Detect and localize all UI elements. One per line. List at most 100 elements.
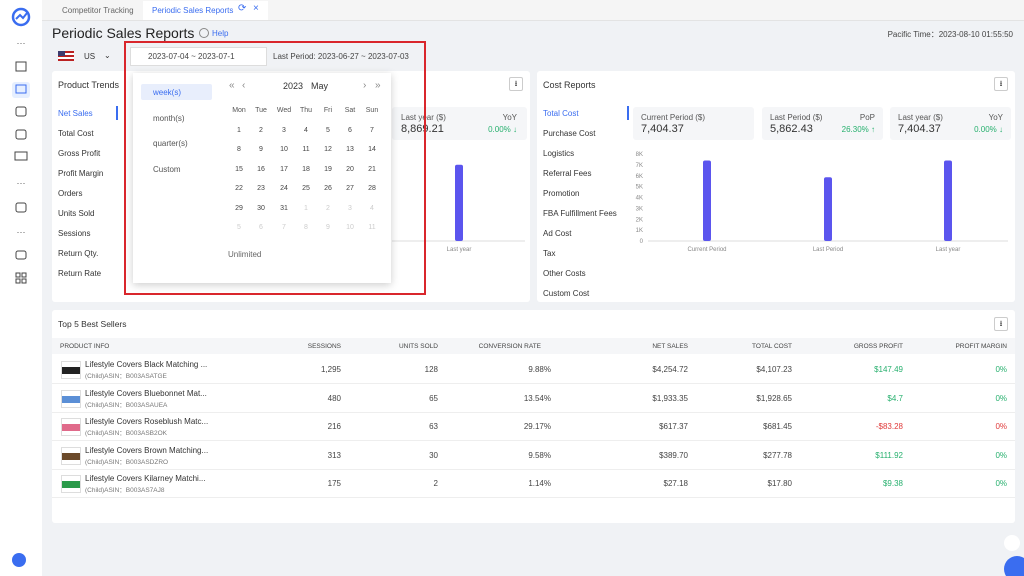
day[interactable]: 31 — [280, 204, 288, 212]
day[interactable]: 4 — [304, 127, 308, 134]
day[interactable]: 7 — [282, 224, 286, 231]
day[interactable]: 1 — [237, 127, 241, 134]
cost-item[interactable]: Referral Fees — [543, 169, 592, 178]
day[interactable]: 14 — [368, 146, 376, 154]
product-name[interactable]: Lifestyle Covers Bluebonnet Mat... — [85, 388, 207, 398]
tab-bar — [42, 0, 1024, 21]
day[interactable]: 28 — [368, 185, 376, 193]
support-button[interactable] — [1004, 535, 1020, 551]
cost-item[interactable]: Purchase Cost — [543, 129, 596, 138]
metric-item[interactable]: Gross Profit — [58, 149, 101, 158]
highlight-box — [124, 41, 426, 295]
metric-item[interactable]: Orders — [58, 189, 83, 198]
date-range[interactable]: 2023-07-04 ~ 2023-07-1 — [148, 52, 235, 61]
help-link[interactable]: Help — [212, 29, 229, 38]
day[interactable]: 5 — [326, 127, 330, 134]
prev-month[interactable]: ‹ — [242, 80, 246, 91]
cost-item[interactable]: Tax — [543, 249, 556, 258]
period-unit[interactable]: week(s) — [153, 88, 182, 97]
day[interactable]: 10 — [280, 146, 288, 154]
day[interactable]: 12 — [324, 146, 332, 154]
metric-item[interactable]: Units Sold — [58, 209, 95, 218]
cost-item[interactable]: Other Costs — [543, 269, 586, 278]
product-name[interactable]: Lifestyle Covers Black Matching ... — [85, 360, 208, 369]
day[interactable]: 30 — [257, 204, 265, 212]
country-select[interactable]: US — [84, 52, 96, 61]
date-range-input[interactable] — [130, 47, 267, 66]
period-unit[interactable]: month(s) — [153, 113, 185, 123]
day[interactable]: 25 — [302, 185, 310, 193]
day[interactable]: 7 — [370, 127, 374, 134]
thumbnail — [61, 389, 81, 408]
tab-active[interactable] — [143, 1, 268, 20]
period-unit[interactable]: Custom — [153, 164, 181, 174]
day[interactable]: 1 — [304, 204, 308, 212]
day[interactable]: 18 — [302, 165, 310, 173]
cost-item[interactable]: Promotion — [543, 189, 580, 198]
download-button[interactable]: ⭳ — [994, 317, 1008, 331]
day[interactable]: 24 — [280, 185, 288, 193]
product-name[interactable]: Lifestyle Covers Roseblush Matc... — [85, 417, 209, 426]
day[interactable]: 23 — [257, 185, 265, 193]
month[interactable]: May — [311, 81, 329, 91]
close-icon[interactable]: × — [253, 3, 259, 14]
day[interactable]: 8 — [304, 224, 308, 231]
download-button[interactable]: ⭳ — [994, 77, 1008, 91]
next-month[interactable]: › — [363, 80, 367, 91]
chevron: ⌄ — [104, 51, 111, 60]
cell: 480 — [327, 393, 341, 403]
day[interactable]: 21 — [368, 165, 376, 173]
day[interactable]: 5 — [237, 224, 241, 231]
metric-item[interactable]: Total Cost — [58, 129, 94, 138]
day[interactable]: 13 — [346, 146, 354, 154]
prev-year[interactable]: « — [229, 80, 235, 91]
metric-item[interactable]: Net Sales — [58, 109, 93, 118]
more-button[interactable] — [1004, 556, 1024, 576]
metric-item[interactable]: Return Rate — [58, 269, 102, 278]
cost-item[interactable]: Total Cost — [543, 109, 579, 118]
day[interactable]: 11 — [368, 224, 376, 231]
day[interactable]: 15 — [235, 165, 243, 173]
cost-item[interactable]: Custom Cost — [543, 289, 590, 298]
unlimited[interactable]: Unlimited — [228, 250, 262, 259]
day[interactable]: 9 — [259, 146, 263, 154]
day[interactable]: 29 — [235, 204, 243, 212]
metric-item[interactable]: Profit Margin — [58, 169, 104, 178]
day[interactable]: 6 — [259, 224, 263, 231]
day[interactable]: 11 — [302, 146, 310, 154]
day[interactable]: 20 — [346, 165, 354, 173]
day[interactable]: 3 — [282, 127, 286, 134]
day[interactable]: 10 — [346, 224, 354, 231]
cost-item[interactable]: Ad Cost — [543, 229, 572, 238]
weekday: Mon — [232, 107, 246, 114]
day[interactable]: 19 — [324, 165, 332, 173]
day[interactable]: 8 — [237, 146, 241, 154]
period-unit[interactable]: quarter(s) — [153, 139, 188, 148]
tab[interactable]: Competitor Tracking — [62, 6, 134, 15]
day[interactable]: 2 — [326, 204, 330, 212]
product-name[interactable]: Lifestyle Covers Brown Matching... — [85, 445, 209, 455]
day[interactable]: 27 — [346, 185, 354, 193]
day[interactable]: 26 — [324, 185, 332, 193]
day[interactable]: 3 — [348, 204, 352, 212]
day[interactable]: 4 — [370, 204, 374, 212]
tab-label[interactable]: Periodic Sales Reports — [152, 6, 234, 15]
metric-item[interactable]: Return Qty. — [58, 249, 99, 258]
year[interactable]: 2023 — [283, 81, 304, 91]
metric-item[interactable]: Sessions — [58, 229, 91, 238]
cost-item[interactable]: Logistics — [543, 149, 575, 158]
download-button[interactable]: ⭳ — [509, 77, 523, 91]
next-year[interactable]: » — [375, 80, 381, 91]
day[interactable]: 16 — [257, 165, 265, 173]
column-header: TOTAL COST — [752, 343, 792, 350]
day[interactable]: 2 — [259, 127, 263, 134]
day[interactable]: 22 — [235, 185, 243, 193]
day[interactable]: 17 — [280, 165, 288, 173]
product-name[interactable]: Lifestyle Covers Kilarney Matchi... — [85, 474, 206, 483]
cost-item[interactable]: FBA Fulfillment Fees — [543, 209, 617, 218]
day[interactable]: 9 — [326, 224, 330, 231]
cell: 29.17% — [523, 422, 551, 431]
day[interactable]: 6 — [348, 127, 352, 134]
refresh-icon[interactable]: ⟳ — [238, 3, 247, 14]
kpi-value: 7,404.37 — [898, 123, 941, 135]
